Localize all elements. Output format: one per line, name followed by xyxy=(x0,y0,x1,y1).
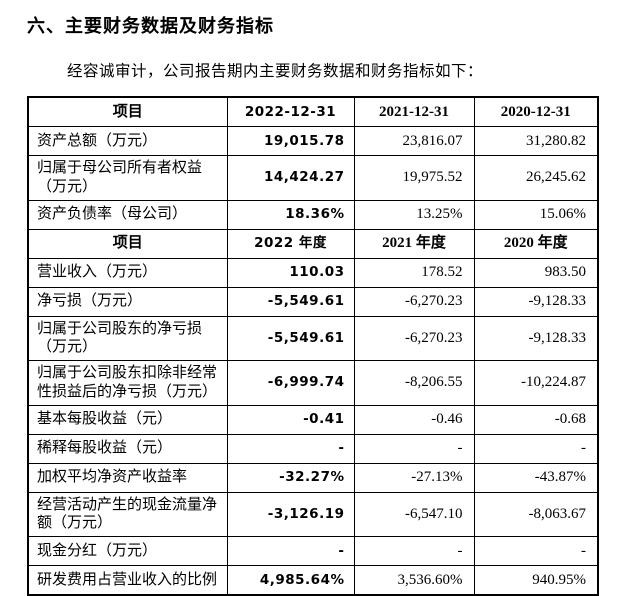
table-row: 研发费用占营业收入的比例 4,985.64% 3,536.60% 940.95% xyxy=(27,565,599,596)
table-row: 加权平均净资产收益率 -32.27% -27.13% -43.87% xyxy=(27,462,599,493)
item-column-header: 项目 xyxy=(27,96,228,127)
cell-value: -10,224.87 xyxy=(473,360,599,406)
row-label: 现金分红（万元） xyxy=(27,536,228,566)
cell-value: 110.03 xyxy=(226,257,355,288)
cell-value: - xyxy=(353,433,475,464)
period-column-header: 2020-12-31 xyxy=(473,96,599,127)
row-label: 研发费用占营业收入的比例 xyxy=(27,565,228,596)
cell-value: -6,270.23 xyxy=(353,286,475,317)
cell-value: -3,126.19 xyxy=(226,491,355,537)
cell-value: 15.06% xyxy=(473,199,599,230)
cell-value: - xyxy=(473,536,599,566)
cell-value: 14,424.27 xyxy=(226,155,355,201)
cell-value: -6,547.10 xyxy=(353,491,475,537)
cell-value: -32.27% xyxy=(226,462,355,493)
row-label: 归属于公司股东扣除非经常性损益后的净亏损（万元） xyxy=(27,360,228,406)
cell-value: - xyxy=(353,536,475,566)
table-row: 资产负债率（母公司） 18.36% 13.25% 15.06% xyxy=(27,199,599,230)
cell-value: 18.36% xyxy=(226,199,355,230)
cell-value: 19,015.78 xyxy=(226,126,355,156)
table-row: 现金分红（万元） - - - xyxy=(27,536,599,566)
period-column-header: 2022 年度 xyxy=(226,228,355,259)
cell-value: 23,816.07 xyxy=(353,126,475,156)
row-label: 资产总额（万元） xyxy=(27,126,228,156)
cell-value: 26,245.62 xyxy=(473,155,599,201)
table-row: 归属于母公司所有者权益（万元） 14,424.27 19,975.52 26,245.… xyxy=(27,155,599,201)
table-row: 营业收入（万元） 110.03 178.52 983.50 xyxy=(27,257,599,288)
cell-value: 178.52 xyxy=(353,257,475,288)
row-label: 经营活动产生的现金流量净额（万元） xyxy=(27,491,228,537)
cell-value: 4,985.64% xyxy=(226,565,355,596)
cell-value: -27.13% xyxy=(353,462,475,493)
cell-value: - xyxy=(226,433,355,464)
table-header-row: 项目 2022 年度 2021 年度 2020 年度 xyxy=(27,228,599,259)
row-label: 基本每股收益（元） xyxy=(27,404,228,435)
cell-value: -0.68 xyxy=(473,404,599,435)
cell-value: 13.25% xyxy=(353,199,475,230)
table-row: 归属于公司股东扣除非经常性损益后的净亏损（万元） -6,999.74 -8,206.… xyxy=(27,360,599,406)
cell-value: 3,536.60% xyxy=(353,565,475,596)
table-row: 归属于公司股东的净亏损（万元） -5,549.61 -6,270.23 -9,128.… xyxy=(27,315,599,361)
cell-value: 940.95% xyxy=(473,565,599,596)
row-label: 净亏损（万元） xyxy=(27,286,228,317)
row-label: 归属于公司股东的净亏损（万元） xyxy=(27,315,228,361)
page-title: 六、主要财务数据及财务指标 xyxy=(27,16,274,37)
row-label: 资产负债率（母公司） xyxy=(27,199,228,230)
table-header-row: 项目 2022-12-31 2021-12-31 2020-12-31 xyxy=(27,96,599,127)
cell-value: - xyxy=(473,433,599,464)
table-row: 经营活动产生的现金流量净额（万元） -3,126.19 -6,547.10 -8,06… xyxy=(27,491,599,537)
cell-value: -9,128.33 xyxy=(473,315,599,361)
row-label: 稀释每股收益（元） xyxy=(27,433,228,464)
table-row: 净亏损（万元） -5,549.61 -6,270.23 -9,128.33 xyxy=(27,286,599,317)
row-label: 加权平均净资产收益率 xyxy=(27,462,228,493)
cell-value: -0.41 xyxy=(226,404,355,435)
item-column-header: 项目 xyxy=(27,228,228,259)
table-row: 稀释每股收益（元） - - - xyxy=(27,433,599,464)
cell-value: -8,206.55 xyxy=(353,360,475,406)
period-column-header: 2021 年度 xyxy=(353,228,475,259)
row-label: 营业收入（万元） xyxy=(27,257,228,288)
cell-value: -5,549.61 xyxy=(226,315,355,361)
cell-value: -6,999.74 xyxy=(226,360,355,406)
intro-paragraph: 经容诚审计，公司报告期内主要财务数据和财务指标如下： xyxy=(67,63,484,80)
period-column-header: 2022-12-31 xyxy=(226,96,355,127)
cell-value: -9,128.33 xyxy=(473,286,599,317)
row-label: 归属于母公司所有者权益（万元） xyxy=(27,155,228,201)
financial-table: 项目 2022-12-31 2021-12-31 2020-12-31 资产总额（万元）… xyxy=(27,96,599,596)
cell-value: -6,270.23 xyxy=(353,315,475,361)
cell-value: 19,975.52 xyxy=(353,155,475,201)
cell-value: - xyxy=(226,536,355,566)
cell-value: -8,063.67 xyxy=(473,491,599,537)
financial-table-body: 项目 2022-12-31 2021-12-31 2020-12-31 资产总额（万元）… xyxy=(27,96,599,596)
cell-value: -5,549.61 xyxy=(226,286,355,317)
period-column-header: 2021-12-31 xyxy=(353,96,475,127)
table-row: 基本每股收益（元） -0.41 -0.46 -0.68 xyxy=(27,404,599,435)
cell-value: -43.87% xyxy=(473,462,599,493)
cell-value: 983.50 xyxy=(473,257,599,288)
table-row: 资产总额（万元） 19,015.78 23,816.07 31,280.82 xyxy=(27,126,599,156)
cell-value: 31,280.82 xyxy=(473,126,599,156)
period-column-header: 2020 年度 xyxy=(473,228,599,259)
cell-value: -0.46 xyxy=(353,404,475,435)
